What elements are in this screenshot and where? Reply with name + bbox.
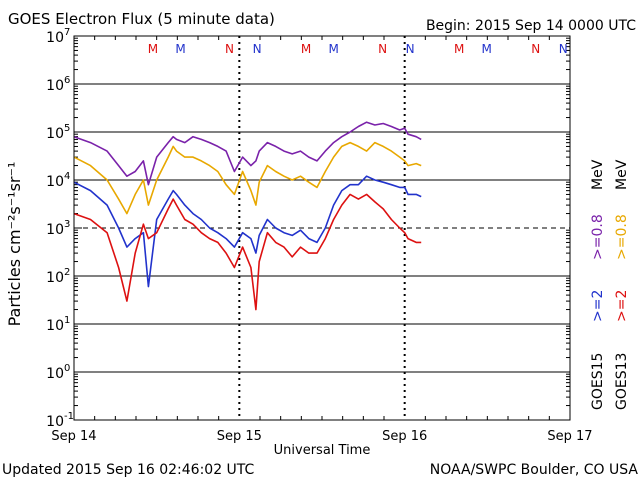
y-tick-exponent: 7: [64, 27, 70, 38]
y-tick-exponent: 2: [64, 267, 70, 278]
series-line-3: [73, 193, 422, 311]
y-tick-label: 10: [46, 366, 64, 382]
y-tick-exponent: 6: [64, 75, 70, 86]
y-tick-exponent: 3: [64, 219, 70, 230]
credit-text: NOAA/SWPC Boulder, CO USA: [430, 462, 639, 478]
legend-goes13-high: >=2: [614, 290, 630, 322]
marker-1: M: [175, 42, 185, 56]
y-tick-label: 10: [46, 318, 64, 334]
y-tick-label: 10: [46, 30, 64, 46]
y-tick-label: 10: [46, 222, 64, 238]
chart-title: GOES Electron Flux (5 minute data): [8, 10, 275, 28]
series-line-2: [73, 175, 422, 288]
legend-goes13-unit: MeV: [614, 159, 630, 190]
x-tick-label: Sep 17: [547, 429, 592, 444]
plot-frame: [73, 35, 571, 421]
marker-3: N: [253, 42, 262, 56]
marker-7: N: [406, 42, 415, 56]
y-tick-exponent: 0: [64, 363, 70, 374]
legend-goes15-low: >=0.8: [590, 214, 606, 260]
series-line-0: [73, 121, 422, 186]
marker-8: M: [454, 42, 464, 56]
marker-5: M: [328, 42, 338, 56]
begin-time: Begin: 2015 Sep 14 0000 UTC: [426, 18, 636, 34]
x-tick-label: Sep 15: [217, 429, 262, 444]
marker-9: M: [482, 42, 492, 56]
x-tick-label: Sep 14: [51, 429, 96, 444]
y-tick-exponent: 5: [64, 123, 70, 134]
y-tick-exponent: 4: [64, 171, 70, 182]
y-axis-label: Particles cm⁻²s⁻¹sr⁻¹: [5, 162, 24, 327]
legend-goes13-name: GOES13: [614, 353, 630, 410]
x-axis-label: Universal Time: [274, 443, 371, 458]
series-line-1: [73, 141, 422, 215]
marker-4: M: [301, 42, 311, 56]
marker-0: M: [148, 42, 158, 56]
x-tick-label: Sep 16: [382, 429, 427, 444]
marker-2: N: [225, 42, 234, 56]
y-tick-label: 10: [46, 270, 64, 286]
marker-6: N: [378, 42, 387, 56]
marker-11: N: [559, 42, 568, 56]
legend-goes13-low: >=0.8: [614, 214, 630, 260]
y-tick-label: 10: [46, 174, 64, 190]
grid: [74, 36, 570, 420]
updated-text: Updated 2015 Sep 16 02:46:02 UTC: [2, 462, 255, 478]
y-tick-label: 10: [46, 414, 64, 430]
y-tick-label: 10: [46, 78, 64, 94]
series-lines: [73, 121, 422, 311]
legend: GOES15 GOES13 >=2 >=2 >=0.8 >=0.8 MeV MeV: [590, 159, 630, 410]
legend-goes15-high: >=2: [590, 290, 606, 322]
marker-10: N: [531, 42, 540, 56]
y-tick-exponent: -1: [64, 411, 74, 422]
y-tick-label: 10: [46, 126, 64, 142]
legend-goes15-name: GOES15: [590, 353, 606, 410]
x-ticks: Sep 14 Sep 15 Sep 16 Sep 17: [51, 36, 593, 444]
y-tick-exponent: 1: [64, 315, 70, 326]
legend-goes15-unit: MeV: [590, 159, 606, 190]
